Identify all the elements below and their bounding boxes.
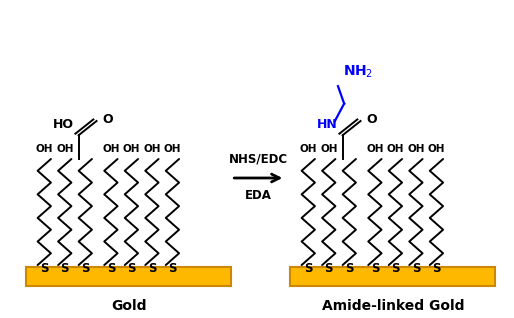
Text: S: S bbox=[371, 262, 379, 275]
Text: OH: OH bbox=[123, 144, 140, 154]
Text: OH: OH bbox=[56, 144, 74, 154]
Text: S: S bbox=[432, 262, 440, 275]
Bar bbox=[290, 267, 495, 286]
Text: S: S bbox=[81, 262, 89, 275]
Text: S: S bbox=[107, 262, 115, 275]
Bar bbox=[26, 267, 231, 286]
Text: Gold: Gold bbox=[111, 299, 146, 313]
Text: O: O bbox=[366, 113, 377, 126]
Text: S: S bbox=[412, 262, 420, 275]
Text: S: S bbox=[127, 262, 136, 275]
Text: OH: OH bbox=[300, 144, 317, 154]
Text: S: S bbox=[345, 262, 354, 275]
Text: O: O bbox=[103, 113, 113, 126]
Text: OH: OH bbox=[163, 144, 181, 154]
Text: OH: OH bbox=[320, 144, 338, 154]
Text: S: S bbox=[168, 262, 177, 275]
Text: OH: OH bbox=[102, 144, 120, 154]
Text: EDA: EDA bbox=[245, 189, 272, 202]
Text: S: S bbox=[148, 262, 156, 275]
Text: HO: HO bbox=[52, 118, 74, 131]
Text: OH: OH bbox=[366, 144, 383, 154]
Text: NH$_2$: NH$_2$ bbox=[343, 64, 373, 80]
Text: OH: OH bbox=[428, 144, 445, 154]
Text: S: S bbox=[304, 262, 313, 275]
Text: HN: HN bbox=[317, 118, 338, 131]
Text: S: S bbox=[324, 262, 333, 275]
Text: S: S bbox=[61, 262, 69, 275]
Text: S: S bbox=[391, 262, 400, 275]
Text: S: S bbox=[40, 262, 48, 275]
Text: OH: OH bbox=[407, 144, 425, 154]
Text: Amide-linked Gold: Amide-linked Gold bbox=[322, 299, 464, 313]
Text: OH: OH bbox=[143, 144, 161, 154]
Text: NHS/EDC: NHS/EDC bbox=[229, 153, 288, 165]
Text: OH: OH bbox=[387, 144, 404, 154]
Text: OH: OH bbox=[35, 144, 53, 154]
